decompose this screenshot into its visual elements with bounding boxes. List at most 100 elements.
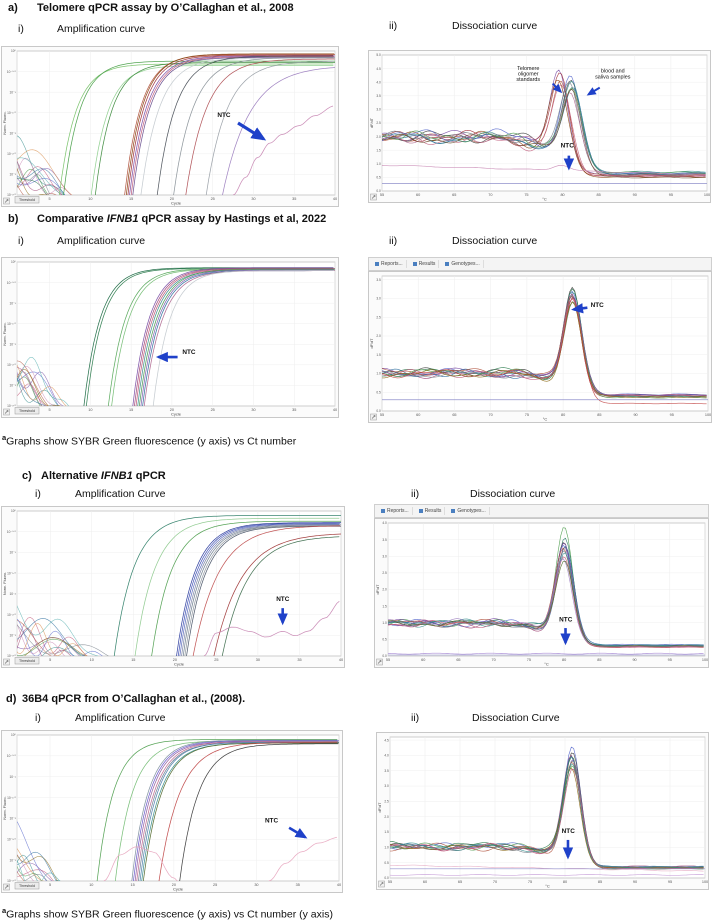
svg-text:100: 100 [702, 658, 708, 662]
export-icon[interactable] [3, 883, 10, 891]
toolbar-button-reports[interactable]: Reports... [372, 260, 407, 268]
plot-canvas-b-ii: 55 60 65 70 75 80 85 90 95 100 0.0 0.5 1.0 1.5 2.0 2.5 3… [369, 272, 711, 422]
svg-text:10⁻¹: 10⁻¹ [10, 90, 16, 94]
svg-text:80: 80 [560, 193, 564, 197]
panel-d-title: 36B4 qPCR from O’Callaghan et al., (2008… [22, 693, 246, 705]
svg-text:70: 70 [488, 193, 492, 197]
panel-b-ii-numeral: ii) [389, 235, 398, 247]
svg-text:60: 60 [421, 658, 425, 662]
svg-text:0.0: 0.0 [376, 189, 381, 193]
svg-text:60: 60 [423, 880, 427, 884]
svg-text:3.0: 3.0 [384, 784, 389, 788]
plot-canvas-c-ii: 55 60 65 70 75 80 85 90 95 100 0.0 0.5 1.0 1.5 2.0 2.5 3… [375, 519, 708, 667]
svg-text:1.5: 1.5 [384, 830, 389, 834]
toolbar-button-icon [445, 262, 450, 266]
svg-text:2.0: 2.0 [384, 815, 389, 819]
export-icon[interactable] [370, 413, 377, 421]
export-icon[interactable] [376, 658, 383, 666]
threshold-button[interactable]: Threshold [14, 882, 40, 890]
svg-text:100: 100 [705, 413, 711, 417]
svg-text:55: 55 [380, 413, 384, 417]
panel-d-i-label: Amplification Curve [75, 712, 166, 724]
svg-text:30: 30 [256, 658, 260, 662]
panel-b-ii-label: Dissociation curve [452, 235, 538, 247]
export-icon[interactable] [370, 193, 377, 201]
panel-a-i-numeral: i) [18, 23, 24, 35]
svg-text:65: 65 [452, 413, 456, 417]
svg-text:1.0: 1.0 [384, 846, 389, 850]
plot-canvas-c-i: 151015202530354010⁰10⁻⁰·⁵10⁻¹10⁻¹·⁵10⁻²1… [2, 507, 344, 667]
svg-text:30: 30 [254, 883, 258, 887]
panel-d-letter: d) [6, 693, 17, 705]
svg-text:°C: °C [542, 196, 547, 201]
threshold-button[interactable]: Threshold [14, 657, 40, 665]
svg-text:15: 15 [130, 883, 134, 887]
svg-text:25: 25 [214, 658, 218, 662]
toolbar-button-results[interactable]: Results [416, 507, 446, 515]
panel-b-title: Comparative IFNB1 qPCR assay by Hastings… [37, 213, 327, 225]
panel-c-letter: c) [22, 470, 32, 482]
svg-text:90: 90 [633, 880, 637, 884]
svg-text:35: 35 [292, 197, 296, 201]
svg-text:3.5: 3.5 [382, 538, 387, 542]
threshold-button[interactable]: Threshold [14, 407, 40, 415]
svg-text:10⁻²·⁵: 10⁻²·⁵ [7, 837, 16, 841]
svg-text:0.5: 0.5 [376, 390, 381, 394]
threshold-button[interactable]: Threshold [14, 196, 40, 204]
plot-canvas-a-ii: 55 60 65 70 75 80 85 90 95 100 0.0 0.5 1.0 1.5 2.0 2.5 3… [369, 51, 710, 202]
footnote-sybr-2: aGraphs show SYBR Green fluorescence (y … [2, 906, 333, 921]
svg-text:25: 25 [211, 197, 215, 201]
plot-canvas-d-ii: 55 60 65 70 75 80 85 90 95 100 0.0 0.5 1.0 1.5 2.0 2.5 3… [377, 733, 708, 889]
toolbar-button-genotypes[interactable]: Genotypes... [442, 260, 484, 268]
svg-text:15: 15 [129, 197, 133, 201]
svg-text:0.5: 0.5 [384, 861, 389, 865]
svg-text:30: 30 [251, 408, 255, 412]
svg-text:10⁻²·⁵: 10⁻²·⁵ [7, 613, 16, 617]
export-icon[interactable] [3, 197, 10, 205]
export-icon[interactable] [3, 658, 10, 666]
svg-text:40: 40 [333, 197, 337, 201]
svg-text:20: 20 [173, 658, 177, 662]
svg-text:4.0: 4.0 [376, 80, 381, 84]
svg-text:90: 90 [633, 413, 637, 417]
svg-text:5: 5 [49, 408, 51, 412]
plot-a-amplification: 151015202530354010⁰10⁻⁰·⁵10⁻¹10⁻¹·⁵10⁻²1… [1, 46, 339, 207]
svg-text:90: 90 [632, 658, 636, 662]
svg-text:20: 20 [172, 883, 176, 887]
svg-text:10⁻¹: 10⁻¹ [10, 301, 16, 305]
svg-text:0.0: 0.0 [376, 409, 381, 413]
svg-text:Threshold: Threshold [19, 409, 35, 413]
toolbar-button-icon [451, 509, 456, 513]
svg-text:°C: °C [543, 416, 548, 421]
annotation-label: NTC [182, 349, 196, 356]
svg-text:10⁻³·⁵: 10⁻³·⁵ [7, 404, 16, 408]
panel-b-i-label: Amplification curve [57, 235, 146, 247]
svg-text:Threshold: Threshold [19, 659, 35, 663]
export-icon[interactable] [3, 408, 10, 416]
svg-text:2.5: 2.5 [376, 121, 381, 125]
svg-text:60: 60 [416, 413, 420, 417]
annotation-label: blood and saliva samples [595, 69, 631, 81]
plot-d-dissociation: 55 60 65 70 75 80 85 90 95 100 0.0 0.5 1.0 1.5 2.0 2.5 3… [376, 732, 709, 890]
rotorgene-toolbar: Reports... Results Genotypes... [374, 504, 709, 518]
svg-text:85: 85 [597, 413, 601, 417]
panel-b-i-numeral: i) [18, 235, 24, 247]
svg-text:1.5: 1.5 [376, 353, 381, 357]
svg-text:0.0: 0.0 [382, 654, 387, 658]
svg-text:dF/dT: dF/dT [370, 338, 374, 349]
svg-text:10⁻⁰·⁵: 10⁻⁰·⁵ [7, 70, 17, 74]
svg-text:10⁻¹·⁵: 10⁻¹·⁵ [7, 796, 16, 800]
toolbar-button-genotypes[interactable]: Genotypes... [448, 507, 490, 515]
toolbar-button-results[interactable]: Results [410, 260, 440, 268]
toolbar-button-reports[interactable]: Reports... [378, 507, 413, 515]
annotation-arrow [586, 86, 601, 96]
toolbar-button-icon [375, 262, 379, 266]
panel-d-i-numeral: i) [35, 712, 41, 724]
panel-d-ii-numeral: ii) [411, 712, 420, 724]
svg-text:15: 15 [129, 408, 133, 412]
export-icon[interactable] [378, 880, 385, 888]
panel-c-i-numeral: i) [35, 488, 41, 500]
svg-text:Norm. Fluoro.: Norm. Fluoro. [3, 572, 7, 595]
svg-text:10⁰: 10⁰ [11, 260, 17, 264]
svg-text:Norm. Fluoro.: Norm. Fluoro. [3, 322, 7, 345]
